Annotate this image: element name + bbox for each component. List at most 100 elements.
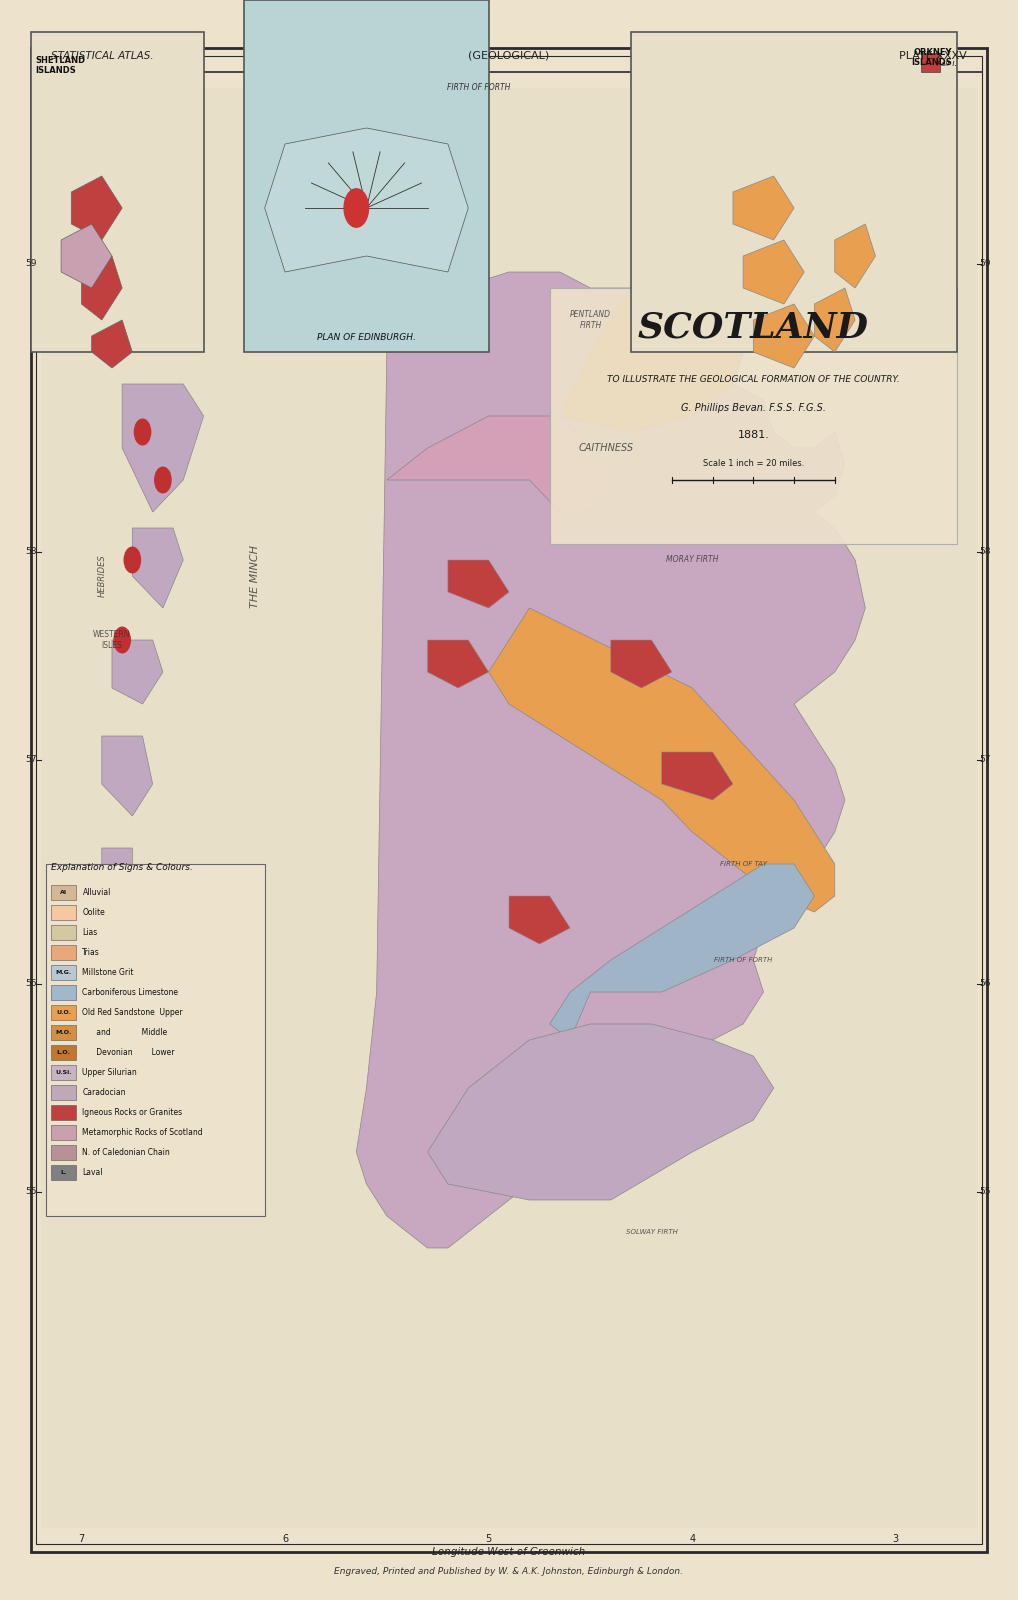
Polygon shape	[509, 896, 570, 944]
Text: 56: 56	[25, 979, 37, 989]
Polygon shape	[662, 752, 733, 800]
Bar	[51, 986, 76, 1000]
Polygon shape	[61, 224, 112, 288]
Text: 58: 58	[25, 547, 37, 557]
Text: Fair I.: Fair I.	[937, 61, 956, 67]
Bar	[51, 1085, 76, 1101]
Text: MORAY FIRTH: MORAY FIRTH	[666, 555, 719, 565]
Text: PLATE XXXV: PLATE XXXV	[899, 51, 967, 61]
Polygon shape	[489, 608, 835, 912]
Polygon shape	[743, 240, 804, 304]
Polygon shape	[81, 256, 122, 320]
Text: N. of Caledonian Chain: N. of Caledonian Chain	[82, 1149, 170, 1157]
Text: Oolite: Oolite	[82, 909, 105, 917]
Bar	[51, 1005, 76, 1021]
Text: L.O.: L.O.	[57, 1050, 70, 1054]
Text: THE MINCH: THE MINCH	[249, 544, 260, 608]
Text: Explanation of Signs & Colours.: Explanation of Signs & Colours.	[51, 862, 192, 872]
Polygon shape	[71, 176, 122, 240]
Text: 7: 7	[78, 1534, 84, 1544]
Bar	[51, 925, 76, 939]
Text: Lias: Lias	[82, 928, 98, 938]
Text: 55: 55	[25, 1187, 37, 1197]
Bar	[921, 53, 940, 72]
Text: Al: Al	[60, 890, 67, 894]
Bar	[244, 0, 489, 352]
Bar	[550, 288, 957, 544]
Text: 5: 5	[486, 1534, 492, 1544]
Circle shape	[124, 547, 140, 573]
Text: Engraved, Printed and Published by W. & A.K. Johnston, Edinburgh & London.: Engraved, Printed and Published by W. & …	[335, 1566, 683, 1576]
Text: SCOTLAND: SCOTLAND	[638, 310, 868, 346]
Polygon shape	[92, 320, 132, 368]
Bar	[51, 1125, 76, 1139]
Text: Upper Silurian: Upper Silurian	[82, 1069, 137, 1077]
Text: 59: 59	[25, 259, 37, 269]
Text: 1881.: 1881.	[737, 430, 770, 440]
Circle shape	[114, 627, 130, 653]
Text: FIRTH OF TAY: FIRTH OF TAY	[720, 861, 767, 867]
Text: L.: L.	[60, 1170, 67, 1174]
Polygon shape	[428, 640, 489, 688]
Bar	[51, 965, 76, 979]
Polygon shape	[835, 224, 875, 288]
Text: 6: 6	[282, 1534, 288, 1544]
Text: © historic: © historic	[354, 885, 664, 939]
Text: M.O.: M.O.	[56, 1030, 71, 1035]
Text: Longitude West of Greenwich: Longitude West of Greenwich	[433, 1547, 585, 1557]
Bar	[51, 946, 76, 960]
Bar	[51, 906, 76, 920]
Polygon shape	[265, 128, 468, 272]
Text: 57: 57	[979, 755, 991, 765]
Text: SHETLAND
ISLANDS: SHETLAND ISLANDS	[36, 56, 86, 75]
Text: and             Middle: and Middle	[82, 1029, 168, 1037]
Polygon shape	[387, 416, 611, 512]
Text: Millstone Grit: Millstone Grit	[82, 968, 134, 978]
Circle shape	[344, 189, 369, 227]
Text: PENTLAND
FIRTH: PENTLAND FIRTH	[570, 310, 611, 330]
Polygon shape	[102, 736, 153, 816]
Text: Igneous Rocks or Granites: Igneous Rocks or Granites	[82, 1107, 182, 1117]
Text: G. Phillips Bevan. F.S.S. F.G.S.: G. Phillips Bevan. F.S.S. F.G.S.	[681, 403, 826, 413]
Text: Devonian        Lower: Devonian Lower	[82, 1048, 175, 1058]
Polygon shape	[102, 848, 132, 896]
Text: 56: 56	[979, 979, 991, 989]
Text: Metamorphic Rocks of Scotland: Metamorphic Rocks of Scotland	[82, 1128, 203, 1138]
Bar	[631, 32, 957, 352]
Text: WESTERN
ISLES: WESTERN ISLES	[94, 630, 130, 650]
Polygon shape	[122, 384, 204, 512]
Polygon shape	[560, 272, 743, 432]
Polygon shape	[611, 640, 672, 688]
Polygon shape	[132, 528, 183, 608]
Text: 4: 4	[689, 1534, 695, 1544]
Text: FIRTH OF FORTH: FIRTH OF FORTH	[714, 957, 773, 963]
Text: 3: 3	[893, 1534, 899, 1544]
Text: Alluvial: Alluvial	[82, 888, 111, 898]
Text: Old Red Sandstone  Upper: Old Red Sandstone Upper	[82, 1008, 183, 1018]
Polygon shape	[448, 560, 509, 608]
Circle shape	[134, 419, 151, 445]
Polygon shape	[428, 1024, 774, 1200]
Polygon shape	[753, 304, 814, 368]
Text: historic
historic: historic historic	[302, 699, 716, 901]
Bar	[51, 885, 76, 899]
Bar	[51, 1026, 76, 1040]
Text: 58: 58	[979, 547, 991, 557]
Text: PLAN OF EDINBURGH.: PLAN OF EDINBURGH.	[317, 333, 416, 342]
Polygon shape	[112, 640, 163, 704]
Text: Caradocian: Caradocian	[82, 1088, 126, 1098]
Text: 55: 55	[979, 1187, 991, 1197]
Text: U.O.: U.O.	[56, 1010, 71, 1014]
Bar	[51, 1045, 76, 1059]
Text: HEBRIDES: HEBRIDES	[98, 555, 106, 597]
Bar	[51, 1146, 76, 1160]
Text: ORKNEY
ISLANDS: ORKNEY ISLANDS	[911, 48, 952, 67]
Text: CAITHNESS: CAITHNESS	[578, 443, 633, 453]
Text: 57: 57	[25, 755, 37, 765]
Text: Scale 1 inch = 20 miles.: Scale 1 inch = 20 miles.	[702, 459, 804, 469]
Text: U.Si.: U.Si.	[55, 1070, 72, 1075]
Text: M.G.: M.G.	[56, 970, 71, 974]
Text: FIRTH OF FORTH: FIRTH OF FORTH	[447, 83, 510, 93]
Text: Trias: Trias	[82, 947, 100, 957]
Text: Laval: Laval	[82, 1168, 103, 1178]
